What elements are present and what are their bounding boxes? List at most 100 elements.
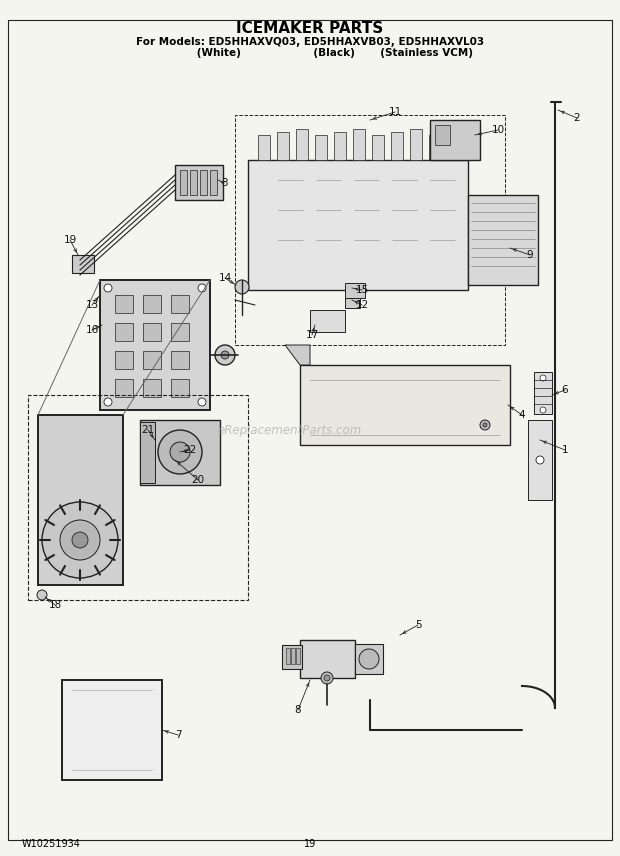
Circle shape bbox=[42, 502, 118, 578]
Circle shape bbox=[170, 442, 190, 462]
Text: 17: 17 bbox=[306, 330, 319, 340]
Bar bbox=[334, 132, 346, 160]
Circle shape bbox=[198, 284, 206, 292]
Text: 19: 19 bbox=[304, 839, 316, 849]
Circle shape bbox=[235, 280, 249, 294]
Text: 11: 11 bbox=[388, 107, 402, 117]
Text: 8: 8 bbox=[294, 705, 301, 715]
Text: 12: 12 bbox=[355, 300, 369, 310]
Text: 21: 21 bbox=[141, 425, 154, 435]
Bar bbox=[190, 170, 197, 195]
Bar bbox=[100, 280, 210, 410]
Circle shape bbox=[540, 375, 546, 381]
Text: 2: 2 bbox=[574, 113, 580, 123]
Text: 14: 14 bbox=[218, 273, 232, 283]
Bar bbox=[528, 420, 552, 500]
Text: 1: 1 bbox=[562, 445, 569, 455]
Bar bbox=[200, 170, 207, 195]
Bar bbox=[72, 255, 94, 273]
Bar bbox=[38, 415, 123, 585]
Bar bbox=[171, 323, 189, 341]
Bar bbox=[235, 115, 505, 345]
Bar bbox=[372, 135, 384, 160]
Circle shape bbox=[321, 672, 333, 684]
Circle shape bbox=[198, 398, 206, 406]
Circle shape bbox=[359, 649, 379, 669]
Circle shape bbox=[104, 398, 112, 406]
Text: 13: 13 bbox=[86, 300, 99, 310]
Bar bbox=[171, 295, 189, 313]
Bar bbox=[468, 195, 538, 285]
Bar bbox=[180, 170, 187, 195]
Bar bbox=[140, 422, 155, 483]
Bar bbox=[429, 135, 441, 160]
Bar bbox=[210, 170, 217, 195]
Bar bbox=[282, 645, 302, 669]
Bar bbox=[62, 680, 162, 780]
Bar bbox=[175, 165, 223, 200]
Bar bbox=[115, 379, 133, 397]
Bar bbox=[28, 395, 248, 600]
Bar bbox=[140, 420, 220, 485]
Circle shape bbox=[215, 345, 235, 365]
Text: (White)                    (Black)       (Stainless VCM): (White) (Black) (Stainless VCM) bbox=[146, 48, 474, 58]
Text: 19: 19 bbox=[63, 235, 77, 245]
Bar bbox=[300, 365, 510, 445]
Text: 16: 16 bbox=[86, 325, 99, 335]
Circle shape bbox=[540, 407, 546, 413]
Bar bbox=[430, 120, 480, 160]
Circle shape bbox=[72, 532, 88, 548]
Text: 20: 20 bbox=[192, 475, 205, 485]
Bar bbox=[115, 351, 133, 369]
Bar bbox=[345, 298, 360, 308]
Bar bbox=[315, 135, 327, 160]
Circle shape bbox=[324, 675, 330, 681]
Bar bbox=[171, 379, 189, 397]
Text: 10: 10 bbox=[492, 125, 505, 135]
Circle shape bbox=[480, 420, 490, 430]
Bar bbox=[277, 132, 289, 160]
Bar bbox=[310, 310, 345, 332]
Bar bbox=[296, 129, 308, 160]
Circle shape bbox=[37, 590, 47, 600]
Bar bbox=[143, 379, 161, 397]
Circle shape bbox=[483, 423, 487, 427]
Text: 22: 22 bbox=[184, 445, 197, 455]
Text: W10251934: W10251934 bbox=[22, 839, 81, 849]
Text: 18: 18 bbox=[48, 600, 61, 610]
Text: 15: 15 bbox=[355, 285, 369, 295]
Bar bbox=[171, 351, 189, 369]
Text: 4: 4 bbox=[519, 410, 525, 420]
Text: eReplacementParts.com: eReplacementParts.com bbox=[218, 424, 362, 437]
Text: 3: 3 bbox=[221, 178, 228, 188]
Bar bbox=[258, 135, 270, 160]
Circle shape bbox=[158, 430, 202, 474]
Bar bbox=[300, 640, 355, 678]
Bar bbox=[410, 129, 422, 160]
Text: 7: 7 bbox=[175, 730, 181, 740]
Bar bbox=[296, 648, 300, 664]
Bar bbox=[143, 351, 161, 369]
Text: 6: 6 bbox=[562, 385, 569, 395]
Polygon shape bbox=[285, 345, 310, 365]
Text: ICEMAKER PARTS: ICEMAKER PARTS bbox=[236, 21, 384, 35]
Bar bbox=[353, 129, 365, 160]
Bar bbox=[286, 648, 290, 664]
Bar bbox=[248, 160, 468, 290]
Bar bbox=[345, 283, 365, 298]
Circle shape bbox=[60, 520, 100, 560]
Bar bbox=[143, 295, 161, 313]
Circle shape bbox=[536, 456, 544, 464]
Circle shape bbox=[104, 284, 112, 292]
Bar bbox=[391, 132, 403, 160]
Text: 9: 9 bbox=[526, 250, 533, 260]
Circle shape bbox=[221, 351, 229, 359]
Text: For Models: ED5HHAXVQ03, ED5HHAXVB03, ED5HHAXVL03: For Models: ED5HHAXVQ03, ED5HHAXVB03, ED… bbox=[136, 37, 484, 47]
Bar bbox=[534, 372, 552, 414]
Bar bbox=[355, 644, 383, 674]
Bar bbox=[435, 125, 450, 145]
Bar bbox=[291, 648, 295, 664]
Bar bbox=[448, 132, 460, 160]
Bar bbox=[115, 323, 133, 341]
Bar bbox=[115, 295, 133, 313]
